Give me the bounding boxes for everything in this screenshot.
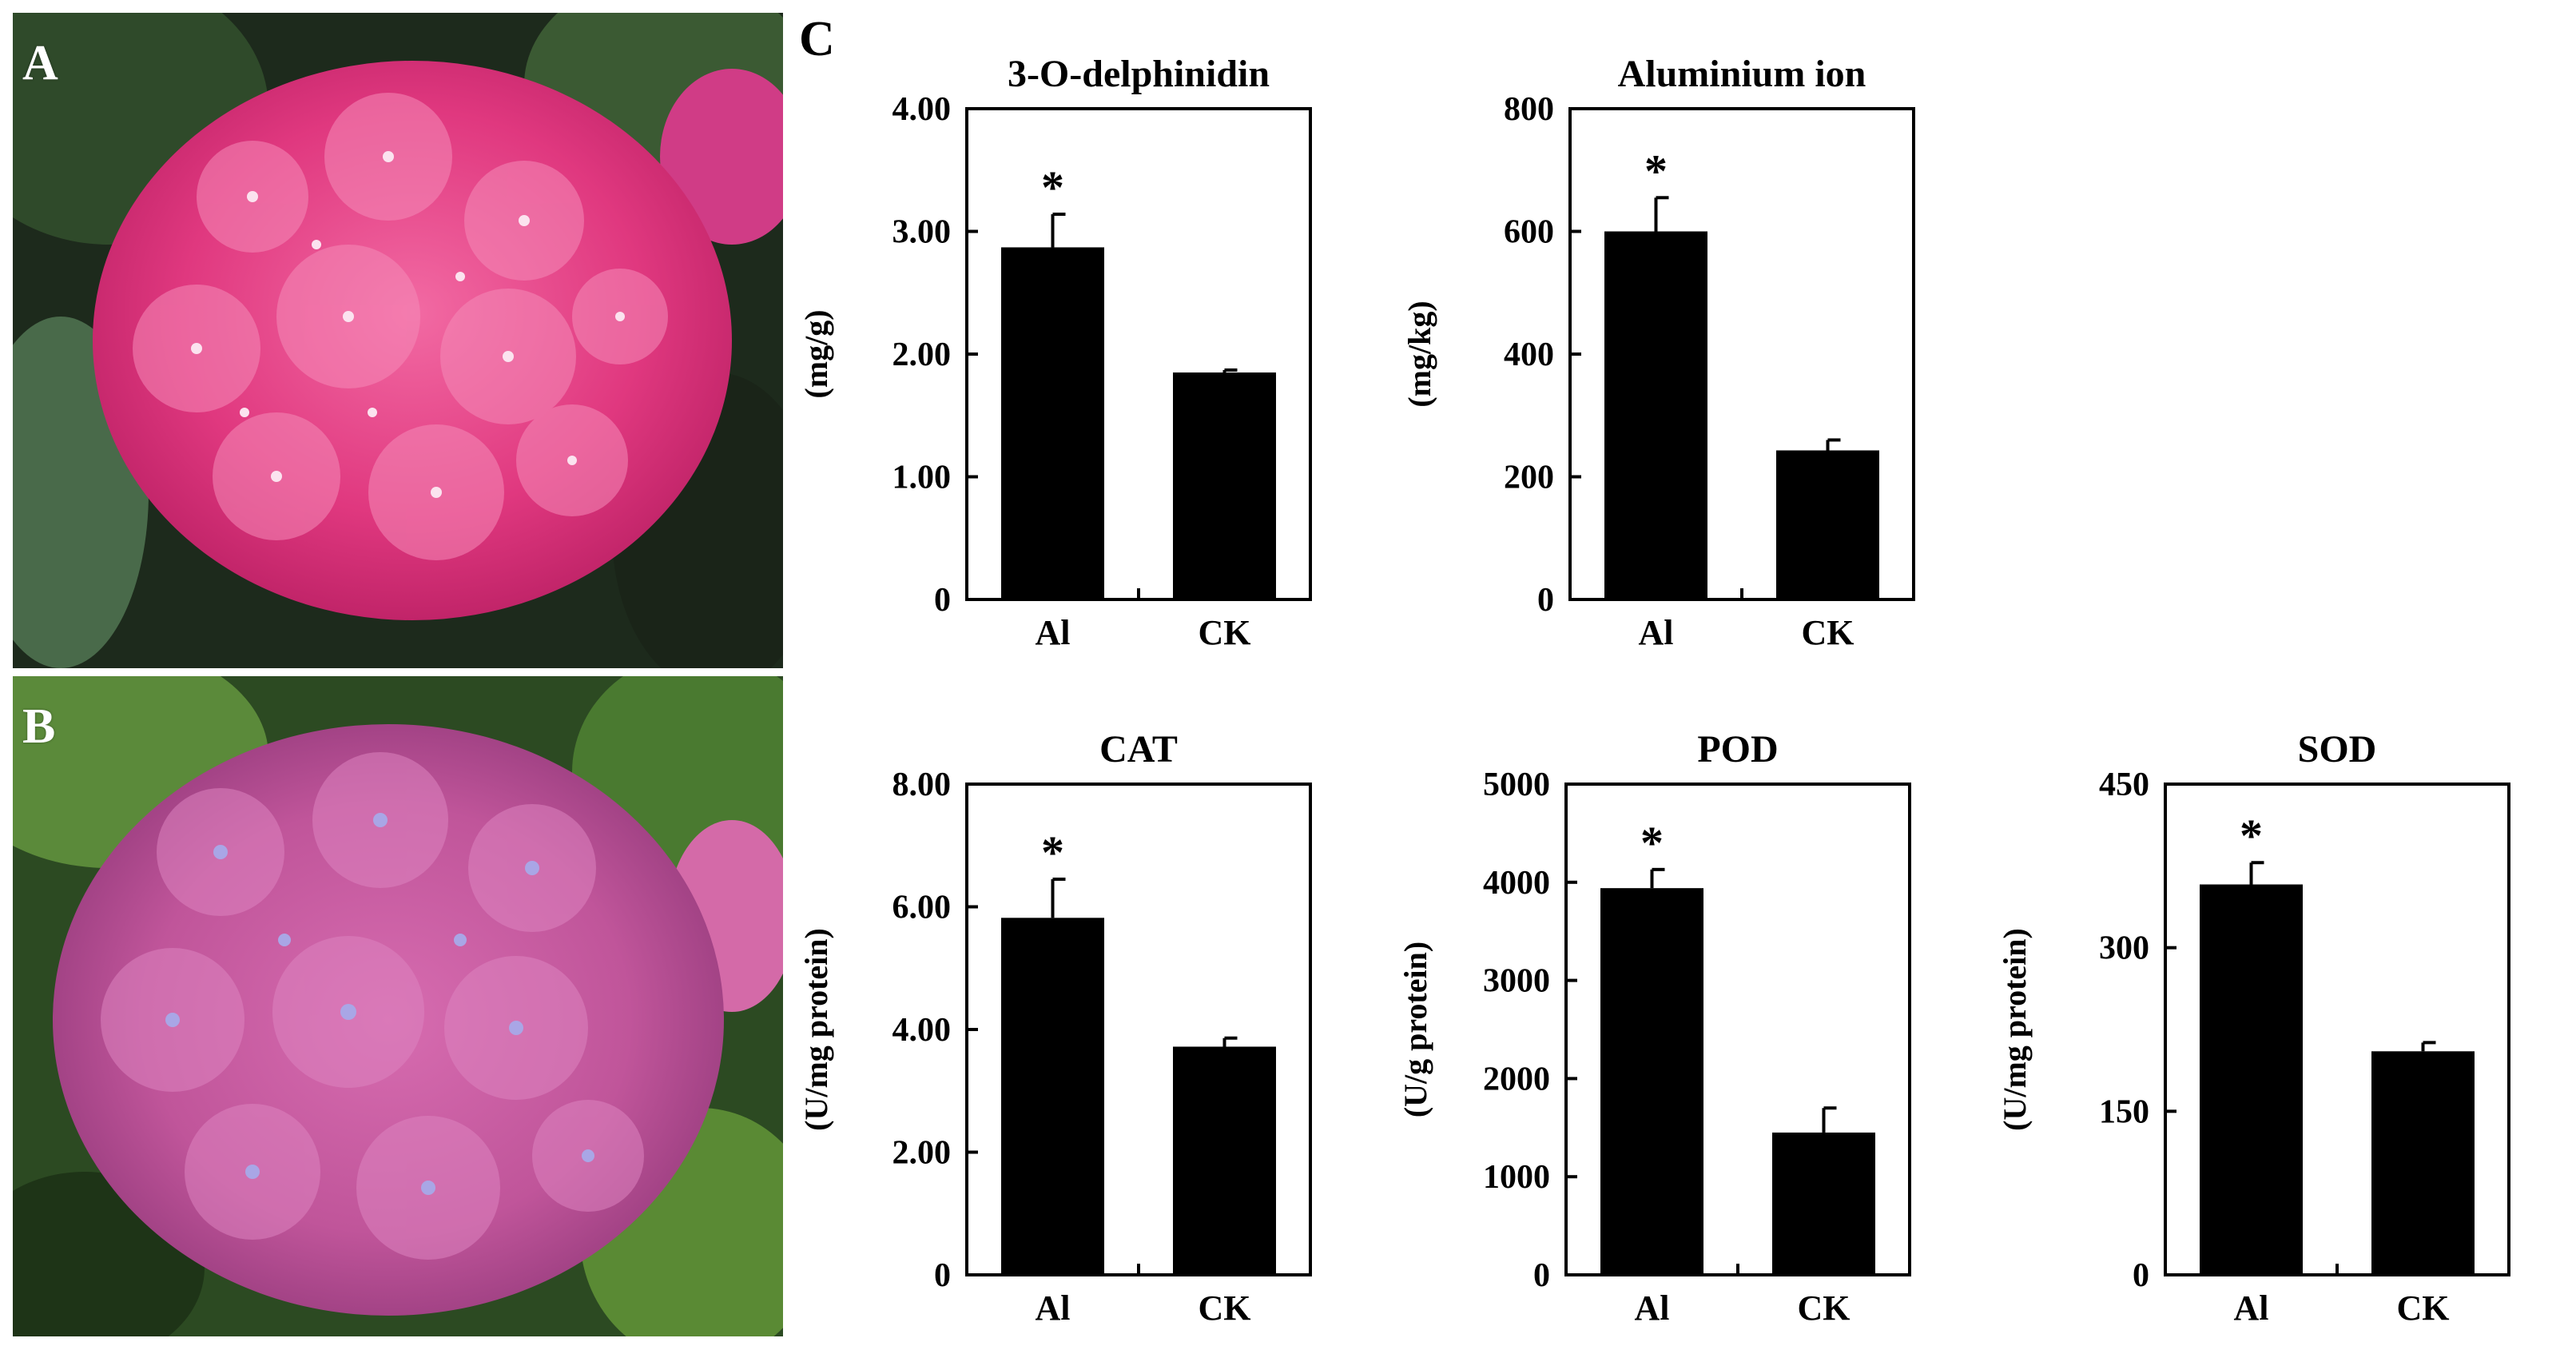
x-tick-label: Al bbox=[2234, 1288, 2269, 1328]
bar-ck bbox=[1772, 1132, 1875, 1275]
bar-ck bbox=[1173, 1046, 1276, 1275]
y-tick-label: 3000 bbox=[1483, 963, 1550, 1000]
x-tick-label: Al bbox=[1639, 613, 1674, 652]
y-tick-label: 2.00 bbox=[892, 1135, 952, 1172]
chart-title: POD bbox=[1697, 728, 1778, 771]
x-tick-label: CK bbox=[1798, 1288, 1851, 1328]
y-tick-label: 5000 bbox=[1483, 767, 1550, 803]
y-tick-label: 2.00 bbox=[892, 337, 952, 373]
x-tick-label: Al bbox=[1635, 1288, 1670, 1328]
chart-pod-svg: POD (U/g protein) 0 1000 2000 3000 4000 5000 * Al… bbox=[1397, 728, 1911, 1328]
chart-delphinidin-svg: 3-O-delphinidin (mg/g) 0 1.00 2.00 3.00 4.00 * A… bbox=[798, 53, 1312, 652]
chart-cat: CAT (U/mg protein) 0 2.00 4.00 6.00 8.00 * Al CK bbox=[798, 715, 1358, 1347]
y-tick-label: 3.00 bbox=[892, 214, 952, 251]
y-tick-label: 4000 bbox=[1483, 865, 1550, 902]
panel-label-a: A bbox=[22, 36, 58, 90]
y-tick-label: 1000 bbox=[1483, 1159, 1550, 1196]
photo-purple-hydrangea bbox=[13, 676, 783, 1336]
bar-al bbox=[2200, 884, 2303, 1275]
chart-title: SOD bbox=[2298, 728, 2377, 771]
bar-ck bbox=[1776, 450, 1879, 599]
chart-sod: SOD (U/mg protein) 0 150 300 450 * Al CK bbox=[1997, 715, 2557, 1347]
y-tick-label: 1.00 bbox=[892, 460, 952, 496]
significance-marker: * bbox=[2240, 810, 2263, 862]
bar-ck bbox=[2371, 1051, 2475, 1275]
x-tick-label: Al bbox=[1036, 1288, 1071, 1328]
bar-al bbox=[1600, 888, 1703, 1275]
y-tick-label: 450 bbox=[2099, 767, 2149, 803]
significance-marker: * bbox=[1041, 826, 1064, 878]
x-tick-label: Al bbox=[1036, 613, 1071, 652]
y-tick-label: 0 bbox=[934, 1257, 951, 1294]
y-tick-label: 400 bbox=[1504, 337, 1554, 373]
y-tick-label: 2000 bbox=[1483, 1061, 1550, 1097]
bar-al bbox=[1001, 247, 1104, 599]
x-tick-label: CK bbox=[1802, 613, 1854, 652]
panel-label-b: B bbox=[22, 699, 56, 754]
y-axis-label: (mg/kg) bbox=[1401, 301, 1437, 407]
x-tick-label: CK bbox=[1199, 1288, 1251, 1328]
bar-al bbox=[1604, 231, 1707, 599]
photo-pink-hydrangea bbox=[13, 13, 783, 668]
y-tick-label: 300 bbox=[2099, 930, 2149, 967]
y-tick-label: 0 bbox=[934, 582, 951, 619]
chart-delphinidin: 3-O-delphinidin (mg/g) 0 1.00 2.00 3.00 4.00 * A… bbox=[798, 40, 1358, 671]
y-tick-label: 8.00 bbox=[892, 767, 952, 803]
y-axis-label: (U/mg protein) bbox=[798, 928, 834, 1131]
bar-al bbox=[1001, 918, 1104, 1275]
y-tick-label: 200 bbox=[1504, 460, 1554, 496]
chart-aluminium-ion: Aluminium ion (mg/kg) 0 200 400 600 800 * Al CK bbox=[1401, 40, 1962, 671]
significance-marker: * bbox=[1644, 145, 1668, 197]
y-tick-label: 0 bbox=[2133, 1257, 2149, 1294]
chart-pod: POD (U/g protein) 0 1000 2000 3000 4000 5000 * Al… bbox=[1397, 715, 1958, 1347]
chart-sod-svg: SOD (U/mg protein) 0 150 300 450 * Al CK bbox=[1997, 728, 2510, 1328]
chart-title: 3-O-delphinidin bbox=[1008, 53, 1270, 95]
y-tick-label: 0 bbox=[1537, 582, 1554, 619]
y-tick-label: 800 bbox=[1504, 91, 1554, 128]
chart-cat-svg: CAT (U/mg protein) 0 2.00 4.00 6.00 8.00 * Al CK bbox=[798, 728, 1312, 1328]
x-tick-label: CK bbox=[2397, 1288, 2450, 1328]
chart-title: Aluminium ion bbox=[1618, 53, 1866, 95]
y-tick-label: 4.00 bbox=[892, 91, 952, 128]
y-tick-label: 4.00 bbox=[892, 1012, 952, 1049]
y-tick-label: 6.00 bbox=[892, 890, 952, 926]
bar-ck bbox=[1173, 372, 1276, 599]
panel-label-c: C bbox=[799, 12, 835, 66]
chart-title: CAT bbox=[1099, 728, 1178, 771]
y-axis-label: (U/mg protein) bbox=[1997, 928, 2033, 1131]
y-tick-label: 600 bbox=[1504, 214, 1554, 251]
significance-marker: * bbox=[1640, 817, 1664, 869]
y-tick-label: 0 bbox=[1533, 1257, 1550, 1294]
chart-aluminium-ion-svg: Aluminium ion (mg/kg) 0 200 400 600 800 * Al CK bbox=[1401, 53, 1915, 652]
y-axis-label: (mg/g) bbox=[798, 309, 834, 398]
pink-hydrangea-image bbox=[13, 13, 783, 668]
y-axis-label: (U/g protein) bbox=[1397, 942, 1433, 1117]
significance-marker: * bbox=[1041, 161, 1064, 213]
y-tick-label: 150 bbox=[2099, 1093, 2149, 1130]
purple-hydrangea-image bbox=[13, 676, 783, 1336]
x-tick-label: CK bbox=[1199, 613, 1251, 652]
